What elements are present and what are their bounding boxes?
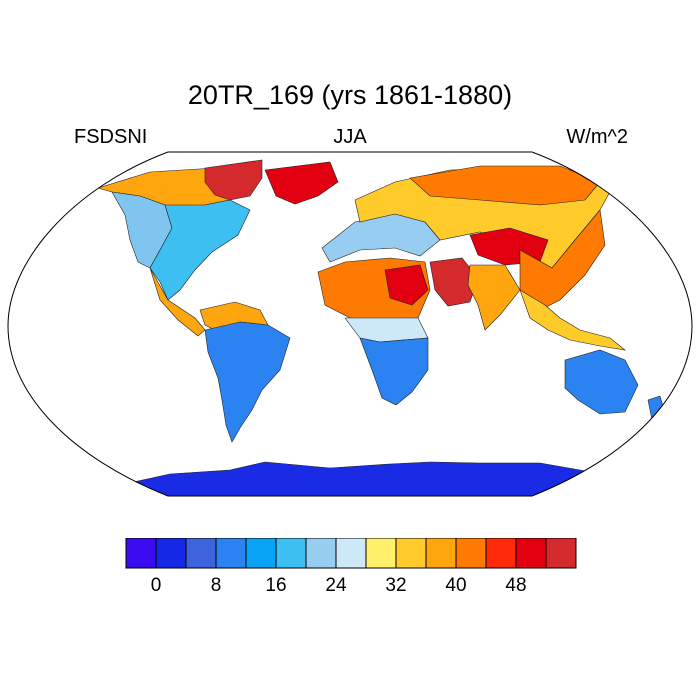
map-border (7, 151, 693, 497)
colorbar-label: 0 (150, 575, 162, 596)
colorbar-label: 32 (385, 575, 407, 596)
colorbar-label: 40 (445, 575, 467, 596)
colorbar-swatch (305, 538, 337, 569)
colorbar-swatch (515, 538, 547, 569)
season-label: JJA (333, 126, 367, 148)
colorbar-swatch (155, 538, 187, 569)
units-label: W/m^2 (566, 126, 628, 148)
colorbar-swatch (365, 538, 397, 569)
australia (564, 349, 639, 415)
colorbar-label: 8 (210, 575, 222, 596)
southeast-asia (519, 289, 627, 351)
sahara-core (384, 264, 429, 306)
colorbar-swatch (125, 538, 157, 569)
map-title: 20TR_169 (yrs 1861-1880) (187, 80, 513, 110)
colorbar-swatch (245, 538, 277, 569)
africa-south (359, 337, 429, 406)
india (467, 264, 521, 331)
arabia (429, 257, 479, 307)
colorbar-label: 16 (265, 575, 287, 596)
colorbar-swatch (425, 538, 457, 569)
colorbar-label: 48 (505, 575, 527, 596)
colorbar-swatch (485, 538, 517, 569)
antarctica (19, 461, 681, 496)
colorbar-swatch (185, 538, 217, 569)
greenland (264, 161, 339, 205)
north-america-east (149, 199, 251, 301)
colorbar-swatch (395, 538, 427, 569)
central-america (149, 267, 206, 337)
colorbar-swatch (275, 538, 307, 569)
siberia-hot (409, 165, 601, 206)
colorbar-swatch (335, 538, 367, 569)
colorbar-swatch (215, 538, 247, 569)
variable-label: FSDSNI (74, 126, 148, 148)
south-america (204, 321, 291, 443)
arctic-islands (204, 159, 263, 201)
colorbar (125, 538, 577, 569)
colorbar-swatch (455, 538, 487, 569)
colorbar-label: 24 (325, 575, 347, 596)
colorbar-swatch (545, 538, 577, 569)
